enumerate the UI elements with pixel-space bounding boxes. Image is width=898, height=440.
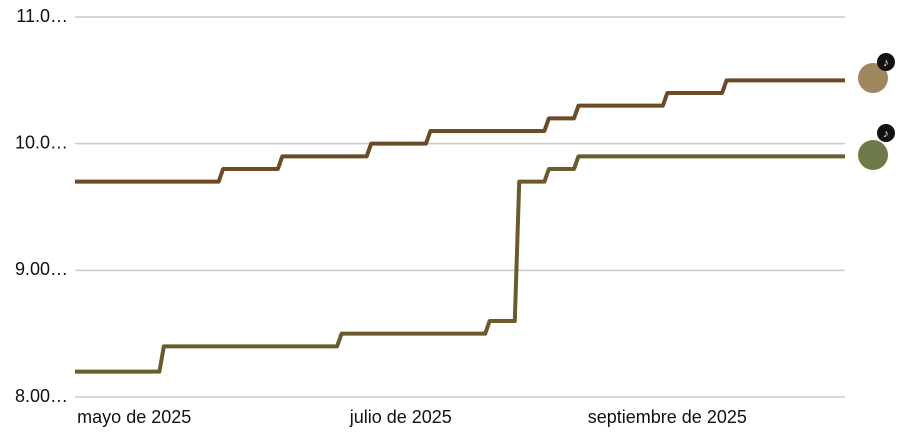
x-tick-label: mayo de 2025 [77,407,191,427]
avatar: ♪ [858,53,895,93]
y-tick-label: 9.00… [15,259,68,279]
avatar: ♪ [858,124,895,170]
series-line [75,154,845,374]
y-tick-label: 10.0… [15,132,68,152]
x-tick-label: septiembre de 2025 [588,407,747,427]
svg-text:♪: ♪ [883,57,889,69]
y-tick-label: 8.00… [15,386,68,406]
svg-text:♪: ♪ [883,128,889,140]
x-tick-label: julio de 2025 [349,407,452,427]
y-tick-label: 11.0… [16,6,68,26]
series-line [75,78,845,184]
